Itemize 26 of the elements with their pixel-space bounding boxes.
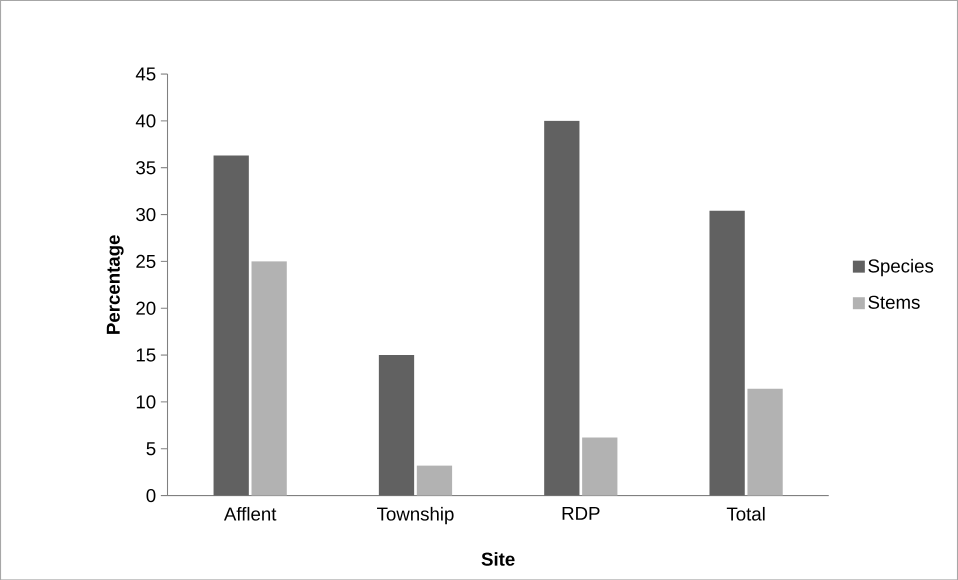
bar [582, 437, 618, 496]
y-tick-label: 10 [136, 395, 156, 408]
y-tick-label: 25 [136, 254, 156, 268]
y-axis-title: Percentage [106, 234, 124, 334]
bar [544, 120, 580, 496]
y-tick-label: 5 [146, 442, 156, 456]
y-tick-label: 20 [136, 301, 156, 315]
bar [214, 155, 249, 496]
y-tick-label: 45 [136, 67, 156, 80]
x-tick-label: Afflent [224, 506, 276, 520]
legend-label: Stems [868, 295, 920, 309]
x-axis-title: Site [482, 552, 515, 566]
legend-label: Species [868, 258, 934, 276]
bar [378, 354, 414, 496]
x-tick-label: Township [377, 506, 454, 524]
bar [416, 465, 452, 496]
x-tick-label: RDP [562, 506, 600, 520]
bar [252, 261, 287, 496]
x-tick-label: Total [726, 506, 765, 520]
y-tick-label: 30 [136, 208, 156, 221]
bar [747, 388, 783, 496]
y-tick-label: 35 [136, 160, 156, 174]
bar [709, 210, 745, 496]
y-tick-label: 0 [146, 488, 156, 502]
y-tick-label: 40 [136, 114, 156, 128]
y-tick-label: 15 [136, 348, 156, 362]
